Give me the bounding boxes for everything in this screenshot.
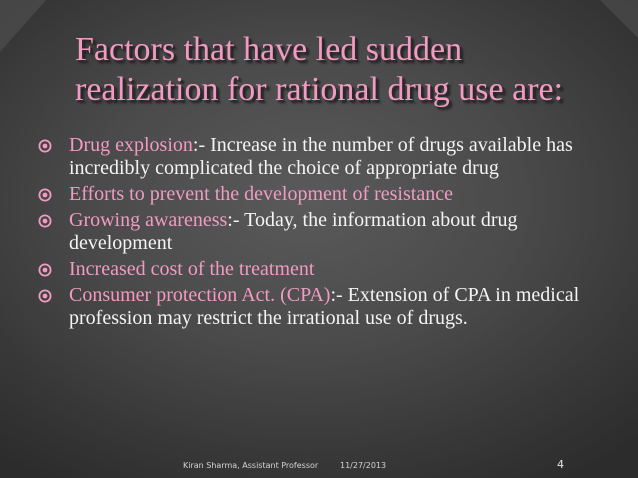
circled-dot-icon (38, 139, 52, 153)
bullet-item: Increased cost of the treatment (38, 258, 618, 281)
bullet-highlight: Growing awareness (69, 209, 228, 231)
slide-title-line: realization for rational drug use are: (75, 71, 564, 108)
corner-decoration (600, 0, 638, 38)
footer-date: 11/27/2013 (340, 461, 387, 470)
bullet-item: Growing awareness:- Today, the informati… (38, 209, 618, 255)
bullet-text: :- Extension of CPA in medical professio… (69, 284, 580, 329)
slide-title-line: Factors that have led sudden (75, 31, 463, 68)
footer-author: Kiran Sharma, Assistant Professor (183, 461, 319, 470)
slide-number: 4 (557, 458, 564, 471)
bullet-text: :- Today, the information about drug dev… (69, 209, 518, 254)
bullet-item: Drug explosion:- Increase in the number … (38, 134, 618, 180)
bullet-highlight: Increased cost of the treatment (69, 258, 315, 280)
corner-decoration (0, 0, 46, 52)
bullet-highlight: Drug explosion (69, 134, 193, 156)
circled-dot-icon (38, 289, 52, 303)
bullet-highlight: Efforts to prevent the development of re… (69, 183, 453, 205)
circled-dot-icon (38, 214, 52, 228)
bullet-list: Drug explosion:- Increase in the number … (38, 134, 618, 333)
bullet-highlight: Consumer protection Act. (CPA) (69, 284, 331, 306)
circled-dot-icon (38, 188, 52, 202)
slide-title: Factors that have led sudden realization… (75, 30, 615, 110)
circled-dot-icon (38, 263, 52, 277)
bullet-item: Consumer protection Act. (CPA):- Extensi… (38, 284, 618, 330)
bullet-item: Efforts to prevent the development of re… (38, 183, 618, 206)
bullet-text: :- Increase in the number of drugs avail… (69, 134, 573, 179)
